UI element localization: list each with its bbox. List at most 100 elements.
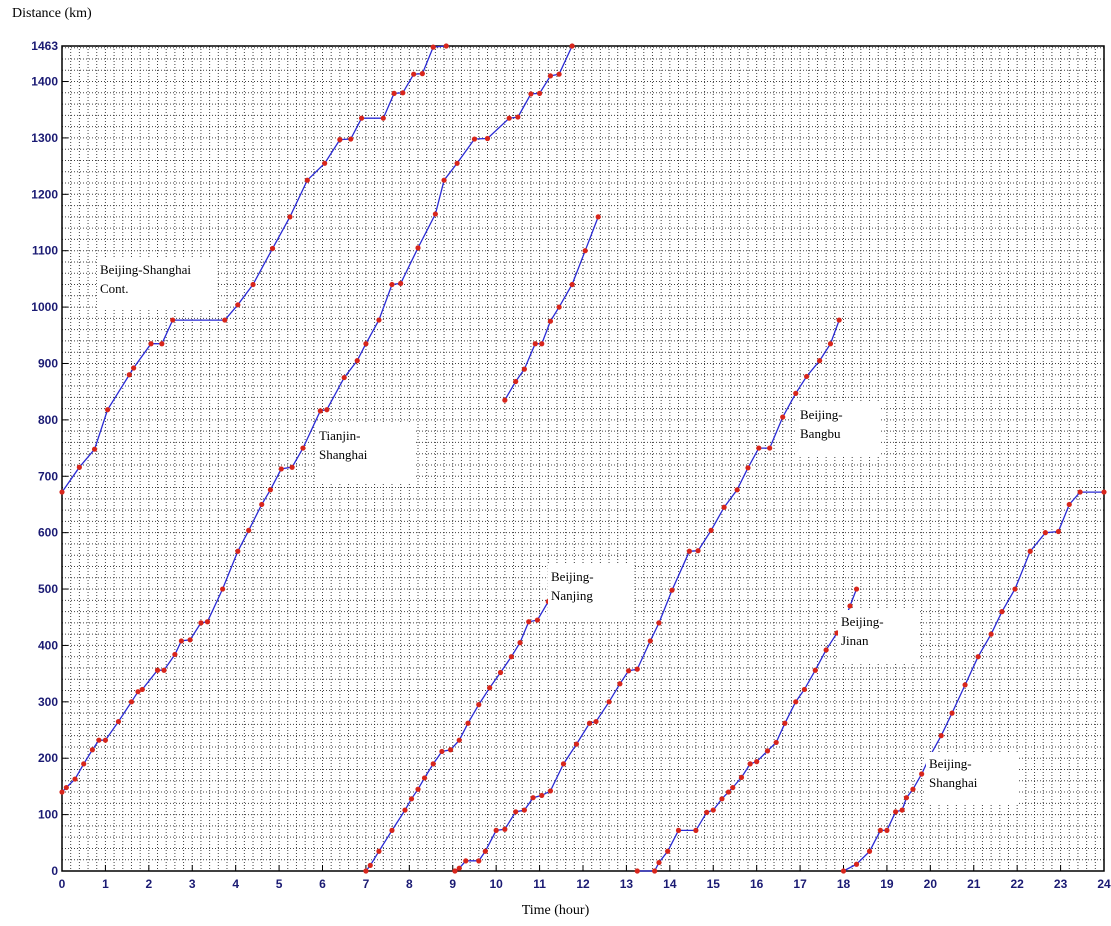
stop-marker <box>161 667 167 673</box>
y-tick-label: 1300 <box>31 131 58 145</box>
stop-marker <box>411 71 417 77</box>
stop-marker <box>170 317 176 323</box>
annotation-label: Beijing- <box>841 614 884 629</box>
annotation-label: Tianjin- <box>319 428 360 443</box>
stop-marker <box>573 741 580 747</box>
stop-marker <box>710 807 716 813</box>
stop-marker <box>634 868 640 874</box>
annotation-box <box>548 565 634 621</box>
x-tick-label: 10 <box>489 877 503 891</box>
stop-marker <box>380 115 386 121</box>
stop-marker <box>719 796 725 802</box>
annotation-label: Shanghai <box>319 447 368 462</box>
x-tick-label: 3 <box>189 877 196 891</box>
x-tick-label: 24 <box>1097 877 1111 891</box>
stop-marker <box>1066 501 1072 508</box>
stop-marker <box>72 776 78 782</box>
stop-marker <box>204 619 211 625</box>
stop-marker <box>421 775 428 781</box>
stop-marker <box>827 341 834 347</box>
stop-marker <box>502 397 508 403</box>
annotation-box <box>926 752 1018 804</box>
stop-marker <box>764 748 771 754</box>
stop-marker <box>408 796 415 802</box>
y-axis-label: Distance (km) <box>12 6 92 21</box>
stop-marker <box>793 699 799 705</box>
stop-marker <box>817 358 823 364</box>
stop-marker <box>547 73 554 79</box>
stop-marker <box>695 548 701 554</box>
stop-marker <box>454 160 460 166</box>
stop-marker <box>456 865 462 871</box>
stop-marker <box>962 682 968 688</box>
stop-marker <box>278 466 284 472</box>
annotation-label: Beijing-Shanghai <box>100 262 191 277</box>
annotation-label: Cont. <box>100 281 129 296</box>
x-tick-label: 17 <box>793 877 807 891</box>
stop-marker <box>115 718 122 725</box>
stop-marker <box>430 44 436 50</box>
stop-marker <box>686 548 692 554</box>
stop-marker <box>899 807 905 813</box>
stop-marker <box>745 465 751 471</box>
x-tick-label: 9 <box>449 877 456 891</box>
stop-marker <box>556 71 562 77</box>
stop-marker <box>754 759 760 765</box>
y-tick-label: 1400 <box>31 75 58 89</box>
stop-marker <box>348 136 354 142</box>
annotation-label: Beijing- <box>929 756 972 771</box>
y-tick-label: 1200 <box>31 187 58 201</box>
stop-marker <box>530 795 536 801</box>
stop-marker <box>363 868 369 874</box>
annotation-label: Jinan <box>841 633 869 648</box>
stop-marker <box>652 868 658 874</box>
stop-marker <box>782 720 788 726</box>
stop-marker <box>547 788 554 794</box>
stop-marker <box>432 211 438 217</box>
stop-marker <box>847 603 853 609</box>
stop-marker <box>853 861 860 867</box>
stop-marker <box>647 638 653 644</box>
stop-marker <box>938 733 944 739</box>
stop-marker <box>910 786 916 792</box>
stop-marker <box>135 689 141 695</box>
x-tick-label: 2 <box>145 877 152 891</box>
stop-marker <box>322 160 328 166</box>
stop-marker <box>447 747 454 753</box>
x-tick-label: 8 <box>406 877 413 891</box>
stop-marker <box>528 91 534 97</box>
stop-marker <box>999 609 1005 615</box>
stop-marker <box>866 848 873 854</box>
stop-marker <box>250 281 256 288</box>
stop-marker <box>367 862 373 868</box>
stop-marker <box>104 407 111 413</box>
stop-marker <box>693 827 699 833</box>
stop-marker <box>358 115 365 121</box>
stop-marker <box>617 681 623 687</box>
stop-marker <box>246 527 252 533</box>
stop-marker <box>521 807 527 813</box>
stop-marker <box>532 341 538 347</box>
stop-marker <box>793 390 799 396</box>
stop-marker <box>376 848 382 854</box>
stop-marker <box>287 214 293 220</box>
x-tick-label: 16 <box>750 877 764 891</box>
stop-marker <box>198 620 204 626</box>
stop-marker <box>595 214 601 220</box>
stop-marker <box>515 114 521 120</box>
stop-marker <box>949 710 955 716</box>
stop-marker <box>513 809 519 815</box>
stop-marker <box>526 619 532 625</box>
y-tick-label: 0 <box>51 864 58 878</box>
y-tick-label: 1000 <box>31 300 58 314</box>
stop-marker <box>836 317 842 323</box>
x-tick-label: 19 <box>880 877 894 891</box>
stop-marker <box>493 827 499 833</box>
train-path-line <box>504 216 599 401</box>
stop-marker <box>767 445 773 451</box>
stop-marker <box>363 341 369 347</box>
x-tick-label: 11 <box>533 877 546 891</box>
x-tick-label: 22 <box>1010 877 1024 891</box>
x-tick-label: 18 <box>837 877 851 891</box>
